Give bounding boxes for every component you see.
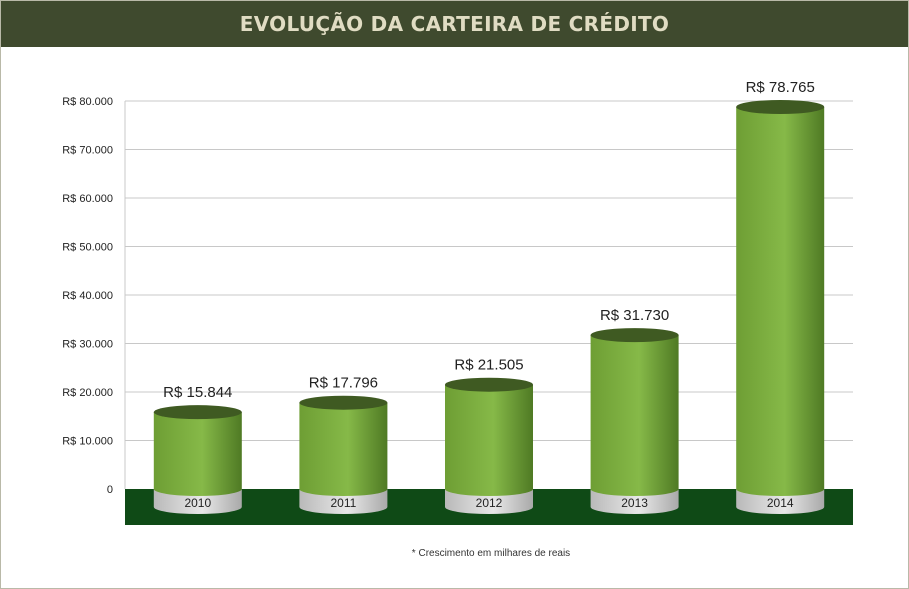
bar-base (736, 489, 825, 514)
y-tick-label: R$ 20.000 (62, 387, 113, 399)
y-tick-label: R$ 40.000 (62, 290, 113, 302)
bar (590, 335, 679, 497)
x-tick-label: 2014 (767, 496, 794, 510)
bar (299, 402, 388, 497)
y-tick-label: R$ 70.000 (62, 145, 113, 157)
bar-top (445, 377, 533, 392)
bar (445, 384, 533, 496)
bar-top (153, 405, 242, 420)
bar-base (590, 489, 679, 514)
bar-base (445, 489, 533, 514)
y-tick-label: R$ 10.000 (62, 436, 113, 448)
bar-group: 2013 R$ 31.730 (590, 307, 679, 514)
gridlines (124, 100, 853, 489)
bar (736, 106, 825, 497)
y-axis: 0 R$ 10.000 R$ 20.000 R$ 30.000 R$ 40.000 R$ … (62, 96, 113, 496)
bar-top (299, 395, 388, 410)
data-label: R$ 78.765 (746, 79, 815, 96)
bar-group: 2012 R$ 21.505 (445, 357, 533, 514)
data-label: R$ 15.844 (163, 384, 232, 401)
bar (153, 412, 242, 497)
x-tick-label: 2010 (184, 496, 211, 510)
bar-base (153, 489, 242, 514)
data-label: R$ 31.730 (600, 307, 669, 324)
bar-top (590, 328, 679, 343)
y-tick-label: R$ 50.000 (62, 242, 113, 254)
x-tick-label: 2013 (621, 496, 648, 510)
x-tick-label: 2011 (330, 496, 356, 510)
chart-title: EVOLUÇÃO DA CARTEIRA DE CRÉDITO (239, 12, 670, 36)
bar-group: 2011 R$ 17.796 (299, 375, 388, 514)
footnote: * Crescimento em milhares de reais (411, 548, 571, 559)
y-tick-label: R$ 30.000 (62, 339, 113, 351)
x-tick-label: 2012 (476, 496, 503, 510)
bar-group: 2014 R$ 78.765 (736, 79, 825, 514)
data-label: R$ 21.505 (454, 357, 523, 374)
title-bar: EVOLUÇÃO DA CARTEIRA DE CRÉDITO (1, 1, 908, 47)
y-tick-label: R$ 80.000 (62, 96, 113, 108)
y-tick-label: 0 (107, 484, 113, 496)
bar-top (736, 99, 825, 114)
data-label: R$ 17.796 (309, 375, 378, 392)
bar-base (299, 489, 388, 514)
bar-group: 2010 R$ 15.844 (153, 384, 242, 514)
y-tick-label: R$ 60.000 (62, 193, 113, 205)
